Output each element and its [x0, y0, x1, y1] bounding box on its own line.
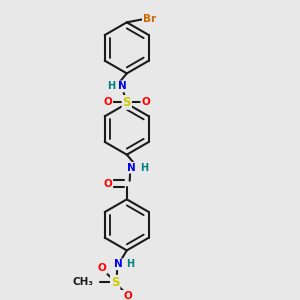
Text: O: O	[98, 263, 106, 273]
Text: H: H	[107, 82, 115, 92]
Text: H: H	[140, 163, 148, 173]
Text: O: O	[103, 98, 112, 107]
Text: N: N	[127, 163, 136, 173]
Text: N: N	[118, 82, 127, 92]
Text: O: O	[103, 179, 112, 189]
Text: O: O	[124, 291, 133, 300]
Text: H: H	[126, 259, 134, 269]
Text: N: N	[114, 259, 122, 269]
Text: CH₃: CH₃	[72, 277, 93, 287]
Text: S: S	[111, 276, 119, 289]
Text: S: S	[122, 96, 131, 109]
Text: O: O	[141, 98, 150, 107]
Text: Br: Br	[143, 14, 156, 24]
